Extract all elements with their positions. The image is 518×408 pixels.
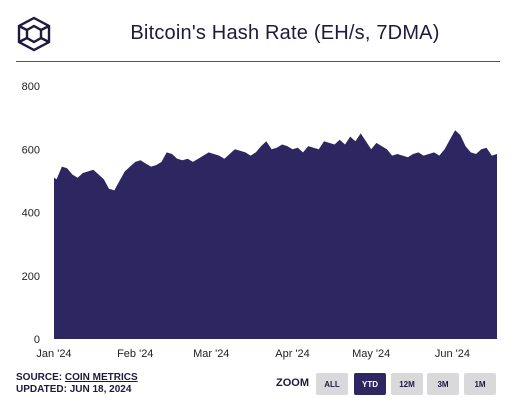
x-tick-label: May '24 [352, 348, 390, 360]
zoom-3m-button[interactable]: 3M [427, 373, 459, 395]
zoom-all-button[interactable]: ALL [316, 373, 348, 395]
zoom-label: ZOOM [276, 377, 309, 389]
y-tick-label: 800 [22, 81, 40, 93]
x-tick-label: Mar '24 [193, 348, 229, 360]
footer-credits: SOURCE: COIN METRICS UPDATED: JUN 18, 20… [16, 372, 138, 396]
zoom-12m-button[interactable]: 12M [391, 373, 423, 395]
hash-rate-area [54, 130, 497, 339]
zoom-ytd-button[interactable]: YTD [354, 373, 386, 395]
y-tick-label: 600 [22, 144, 40, 156]
y-tick-label: 400 [22, 208, 40, 220]
coin-metrics-cube-icon [17, 16, 51, 52]
y-tick-label: 200 [22, 271, 40, 283]
source-prefix: SOURCE: [16, 372, 65, 383]
title-divider [16, 61, 500, 62]
y-tick-label: 0 [34, 334, 40, 346]
x-tick-label: Jun '24 [435, 348, 470, 360]
x-tick-label: Feb '24 [117, 348, 153, 360]
source-line: SOURCE: COIN METRICS [16, 372, 138, 384]
chart-title: Bitcoin's Hash Rate (EH/s, 7DMA) [130, 22, 440, 44]
updated-date: UPDATED: JUN 18, 2024 [16, 384, 132, 395]
x-tick-label: Jan '24 [36, 348, 71, 360]
source-link[interactable]: COIN METRICS [64, 372, 138, 383]
zoom-1m-button[interactable]: 1M [464, 373, 496, 395]
x-tick-label: Apr '24 [275, 348, 310, 360]
